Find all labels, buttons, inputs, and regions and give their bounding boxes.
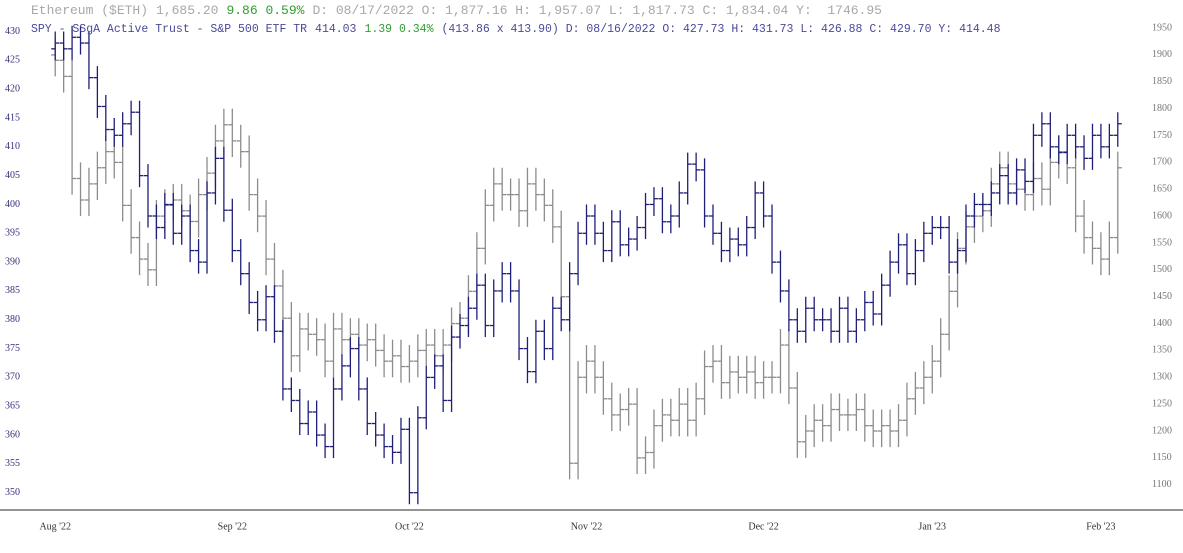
- y2-tick-label: 1150: [1152, 452, 1172, 463]
- y-tick-label: 395: [5, 228, 20, 239]
- y-tick-label: 380: [5, 314, 20, 325]
- change: 1.39 0.34%: [364, 23, 434, 36]
- y2-tick-label: 1300: [1152, 372, 1172, 383]
- y2-tick-label: 1100: [1152, 479, 1172, 490]
- y2-tick-label: 1250: [1152, 398, 1172, 409]
- y-tick-label: 425: [5, 55, 20, 66]
- x-tick-label: Oct '22: [395, 521, 424, 532]
- y-tick-label: 420: [5, 83, 20, 94]
- y2-tick-label: 1950: [1152, 22, 1172, 33]
- y2-tick-label: 1450: [1152, 291, 1172, 302]
- series-name: SPY - SSgA Active Trust - S&P 500 ETF TR: [31, 23, 308, 36]
- x-tick-label: Dec '22: [748, 521, 778, 532]
- y-tick-label: 370: [5, 372, 20, 383]
- y-tick-label: 350: [5, 487, 20, 498]
- quote: 1,685.20: [156, 3, 219, 18]
- change: 9.86 0.59%: [226, 3, 305, 18]
- y2-tick-label: 1600: [1152, 210, 1172, 221]
- x-tick-label: Sep '22: [218, 521, 247, 532]
- y-tick-label: 405: [5, 170, 20, 181]
- y2-tick-label: 1850: [1152, 76, 1172, 87]
- y2-tick-label: 1400: [1152, 318, 1172, 329]
- y-tick-label: 415: [5, 112, 20, 123]
- series-name: Ethereum ($ETH): [31, 3, 149, 18]
- y-tick-label: 375: [5, 343, 20, 354]
- details: (413.86 x 413.90) D: 08/16/2022 O: 427.7…: [441, 23, 1001, 36]
- y2-tick-label: 1900: [1152, 49, 1172, 60]
- y2-tick-label: 1750: [1152, 130, 1172, 141]
- y-tick-label: 430: [5, 26, 20, 37]
- details: D: 08/17/2022 O: 1,877.16 H: 1,957.07 L:…: [312, 3, 882, 18]
- y-tick-label: 385: [5, 285, 20, 296]
- eth-header: Ethereum ($ETH) 1,685.20 9.86 0.59% D: 08/1…: [31, 3, 890, 18]
- y2-tick-label: 1800: [1152, 103, 1172, 114]
- y2-tick-label: 1700: [1152, 157, 1172, 168]
- quote: 414.03: [315, 23, 357, 36]
- y-tick-label: 355: [5, 458, 20, 469]
- y2-tick-label: 1650: [1152, 184, 1172, 195]
- y2-tick-label: 1550: [1152, 237, 1172, 248]
- x-tick-label: Feb '23: [1086, 521, 1115, 532]
- y2-tick-label: 1500: [1152, 264, 1172, 275]
- y-tick-label: 410: [5, 141, 20, 152]
- y-tick-label: 360: [5, 429, 20, 440]
- y2-tick-label: 1200: [1152, 425, 1172, 436]
- x-tick-label: Jan '23: [918, 521, 946, 532]
- y2-tick-label: 1350: [1152, 345, 1172, 356]
- y-tick-label: 390: [5, 256, 20, 267]
- spy-header: SPY - SSgA Active Trust - S&P 500 ETF TR…: [31, 23, 1008, 36]
- y-tick-label: 365: [5, 401, 20, 412]
- x-tick-label: Nov '22: [571, 521, 603, 532]
- y-tick-label: 400: [5, 199, 20, 210]
- x-tick-label: Aug '22: [39, 521, 71, 532]
